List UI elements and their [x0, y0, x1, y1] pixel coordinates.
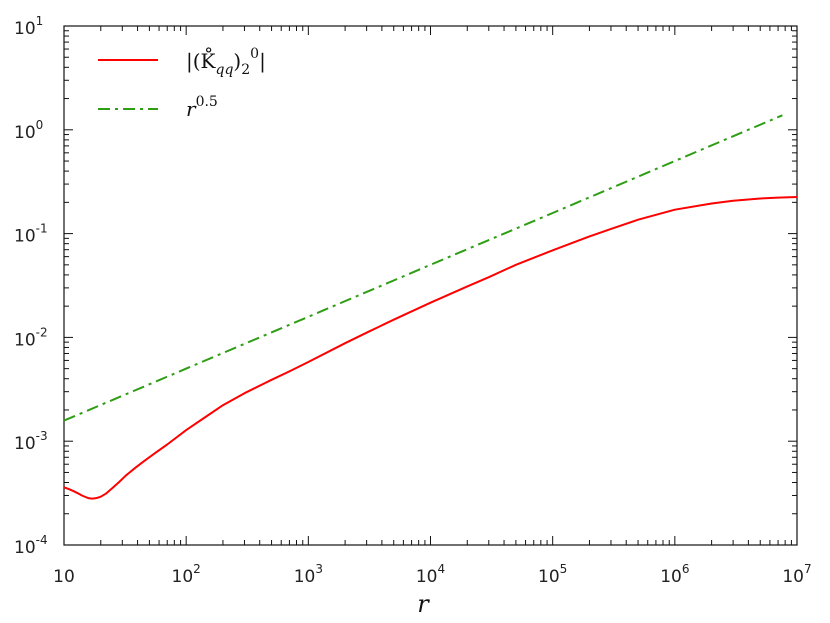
series-line-2 [63, 114, 783, 422]
legend-label-series-2: r0.5 [186, 94, 218, 121]
legend: |(K̊qq)20| r0.5 [98, 45, 266, 121]
y-tick-label: 10-1 [14, 222, 48, 247]
x-tick-label: 103 [294, 562, 323, 587]
y-tick-label: 101 [14, 14, 43, 39]
y-tick-label: 10-2 [14, 325, 48, 350]
tick-marks [63, 26, 797, 546]
x-tick-label: 102 [172, 562, 201, 587]
plot-frame [63, 25, 798, 546]
x-tick-labels: 10 102 103 104 105 106 107 [53, 562, 811, 587]
y-tick-label: 10-3 [14, 429, 48, 454]
legend-label-series-1: |(K̊qq)20| [186, 45, 266, 78]
x-tick-label: 106 [660, 562, 689, 587]
series-lines [63, 114, 798, 500]
y-tick-labels: 101 100 10-1 10-2 10-3 10-4 [14, 14, 48, 558]
y-tick-label: 100 [14, 118, 43, 143]
x-tick-label: 105 [538, 562, 567, 587]
x-tick-label: 107 [782, 562, 811, 587]
series-line-1 [63, 196, 798, 500]
x-tick-label: 10 [53, 567, 75, 587]
x-axis-title: r [417, 590, 430, 618]
x-tick-label: 104 [416, 562, 445, 587]
y-tick-label: 10-4 [14, 533, 48, 558]
